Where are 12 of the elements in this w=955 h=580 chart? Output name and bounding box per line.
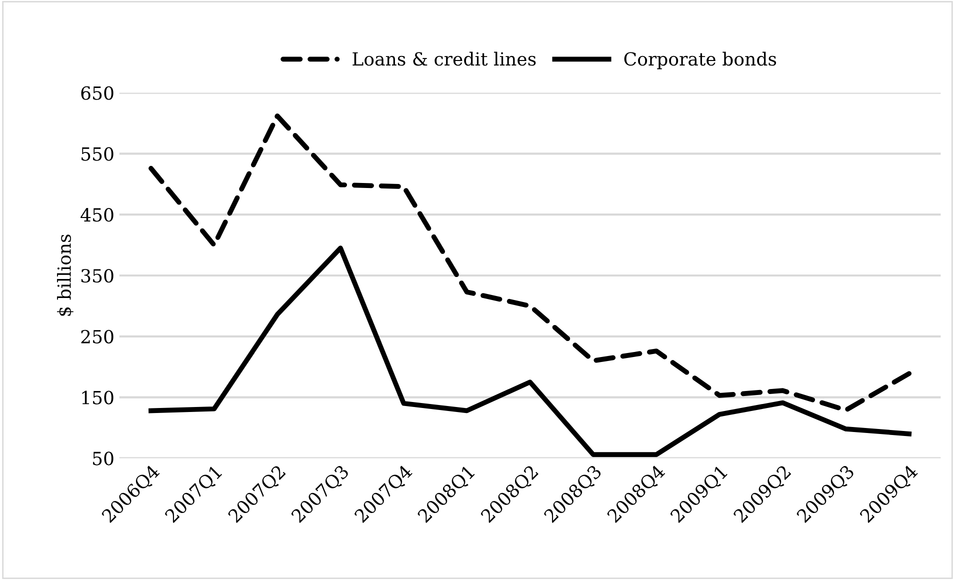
y-tick-label: 450 bbox=[80, 208, 114, 222]
line-series bbox=[148, 246, 912, 457]
y-tick-label: 650 bbox=[81, 86, 114, 100]
legend-label: Corporate bonds bbox=[624, 52, 776, 70]
legend-label: Loans & credit lines bbox=[352, 52, 536, 66]
y-tick-label: 250 bbox=[81, 330, 114, 344]
y-tick-label: 550 bbox=[82, 147, 114, 161]
line-series bbox=[148, 114, 912, 413]
y-tick-label: 50 bbox=[93, 452, 114, 466]
y-tick-label: 350 bbox=[81, 268, 114, 283]
y-axis-title: $ billions bbox=[57, 234, 74, 316]
y-tick-label: 150 bbox=[82, 390, 114, 404]
